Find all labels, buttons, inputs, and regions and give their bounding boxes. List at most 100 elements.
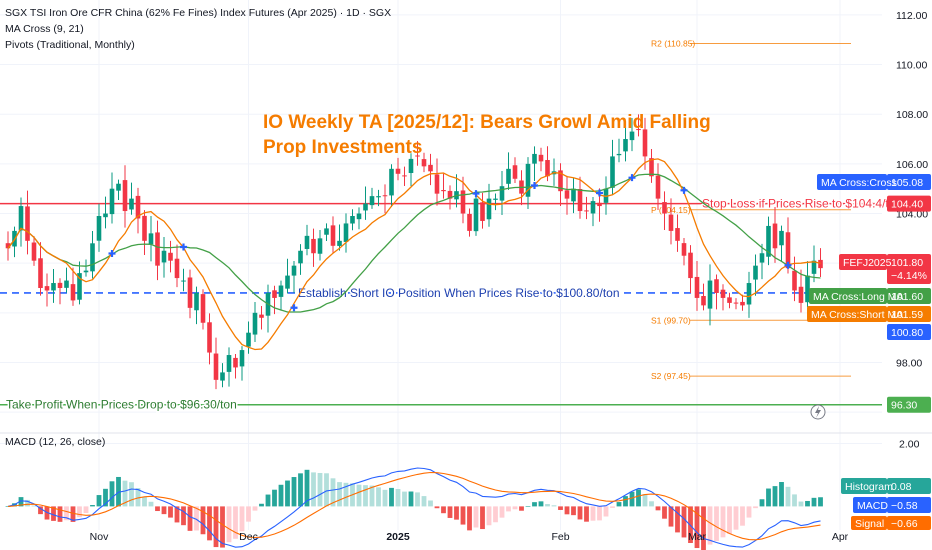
candle-body[interactable] — [733, 302, 739, 304]
candle-body[interactable] — [129, 198, 134, 210]
candle-body[interactable] — [512, 165, 518, 179]
candle-body[interactable] — [467, 213, 472, 231]
candle-body[interactable] — [44, 286, 50, 291]
candle-body[interactable] — [447, 190, 453, 199]
candle-body[interactable] — [5, 243, 11, 249]
candle-body[interactable] — [499, 186, 505, 201]
candle-body[interactable] — [805, 275, 810, 303]
candle-body[interactable] — [655, 175, 661, 199]
candle-body[interactable] — [356, 213, 362, 220]
candle-body[interactable] — [460, 190, 466, 214]
candle-body[interactable] — [564, 190, 570, 199]
candle-body[interactable] — [376, 196, 381, 198]
take-profit-tag[interactable]: 96.30 — [887, 396, 931, 413]
candle-body[interactable] — [707, 280, 713, 309]
candle-body[interactable] — [441, 190, 446, 192]
candle-body[interactable] — [122, 180, 128, 212]
candle-body[interactable] — [473, 198, 479, 232]
candle-body[interactable] — [590, 201, 596, 214]
candle-body[interactable] — [220, 372, 225, 381]
candle-body[interactable] — [545, 160, 550, 177]
candle-body[interactable] — [142, 215, 147, 241]
candle-body[interactable] — [818, 259, 823, 269]
candle-body[interactable] — [662, 202, 667, 214]
candle-body[interactable] — [688, 252, 693, 279]
stop-loss-tag[interactable]: 104.40 — [887, 195, 931, 212]
candle-body[interactable] — [525, 163, 531, 197]
histogram-label-tag[interactable]: Histogram — [841, 478, 893, 494]
candle-body[interactable] — [415, 155, 420, 157]
candle-body[interactable] — [233, 357, 238, 368]
candle-body[interactable] — [753, 265, 758, 280]
candle-body[interactable] — [740, 301, 745, 306]
candle-body[interactable] — [90, 243, 95, 272]
candle-body[interactable] — [272, 290, 277, 298]
candle-body[interactable] — [798, 286, 804, 303]
candle-body[interactable] — [174, 258, 180, 279]
candle-body[interactable] — [155, 232, 160, 266]
candle-body[interactable] — [792, 270, 797, 291]
candle-body[interactable] — [701, 296, 706, 306]
candle-body[interactable] — [18, 206, 24, 231]
candle-body[interactable] — [161, 250, 167, 263]
candle-body[interactable] — [746, 283, 752, 305]
candle-body[interactable] — [64, 280, 69, 288]
candle-body[interactable] — [77, 273, 82, 300]
candle-body[interactable] — [317, 238, 323, 254]
ma-cross-legend[interactable]: MA Cross (9, 21) — [5, 23, 84, 35]
last-price-tag[interactable]: 101.80−4.14% — [887, 254, 931, 284]
candle-body[interactable] — [148, 233, 154, 245]
symbol-tag[interactable]: FEFJ2025 — [839, 254, 892, 270]
candle-body[interactable] — [538, 154, 544, 162]
candle-body[interactable] — [285, 275, 290, 289]
signal-tag[interactable]: −0.66 Signal — [851, 516, 931, 530]
candle-body[interactable] — [610, 156, 615, 188]
candle-body[interactable] — [675, 228, 680, 241]
candle-body[interactable] — [629, 131, 635, 141]
candle-body[interactable] — [278, 285, 284, 297]
candle-body[interactable] — [811, 260, 817, 274]
candle-body[interactable] — [57, 282, 63, 288]
candle-body[interactable] — [779, 230, 784, 246]
candle-body[interactable] — [681, 243, 687, 256]
candle-body[interactable] — [616, 153, 622, 156]
candle-body[interactable] — [714, 279, 719, 293]
candle-body[interactable] — [168, 252, 173, 261]
candle-body[interactable] — [298, 250, 303, 264]
candle-body[interactable] — [421, 159, 427, 167]
candle-body[interactable] — [766, 225, 771, 257]
candle-body[interactable] — [506, 168, 511, 184]
candle-body[interactable] — [382, 195, 388, 197]
ma-cross-value-tag[interactable]: 105.08 — [887, 174, 931, 190]
candle-body[interactable] — [408, 158, 414, 173]
candle-body[interactable] — [207, 322, 212, 353]
candle-body[interactable] — [291, 265, 297, 276]
candle-body[interactable] — [181, 280, 186, 282]
candle-body[interactable] — [493, 198, 498, 200]
candle-body[interactable] — [324, 228, 329, 235]
candle-body[interactable] — [135, 195, 141, 219]
candle-body[interactable] — [597, 202, 602, 207]
candle-body[interactable] — [200, 294, 206, 323]
macd-pane[interactable] — [0, 442, 882, 550]
candle-body[interactable] — [350, 216, 355, 224]
candle-body[interactable] — [636, 129, 641, 131]
candle-body[interactable] — [109, 188, 115, 215]
candle-body[interactable] — [187, 277, 193, 308]
candle-body[interactable] — [558, 170, 563, 192]
candle-body[interactable] — [363, 203, 368, 211]
candle-body[interactable] — [96, 216, 102, 241]
candle-body[interactable] — [480, 202, 485, 221]
histogram-value-tag[interactable]: 0.08 — [887, 478, 931, 494]
candle-body[interactable] — [402, 175, 407, 177]
pivots-legend[interactable]: Pivots (Traditional, Monthly) — [5, 39, 135, 51]
macd-label-tag[interactable]: MACD — [853, 497, 888, 513]
macd-value-tag[interactable]: −0.58 — [887, 497, 931, 513]
candle-body[interactable] — [642, 129, 648, 157]
candle-body[interactable] — [226, 355, 232, 372]
candle-body[interactable] — [772, 223, 778, 249]
candle-body[interactable] — [532, 153, 537, 164]
candle-body[interactable] — [649, 158, 654, 177]
candle-body[interactable] — [311, 238, 316, 254]
